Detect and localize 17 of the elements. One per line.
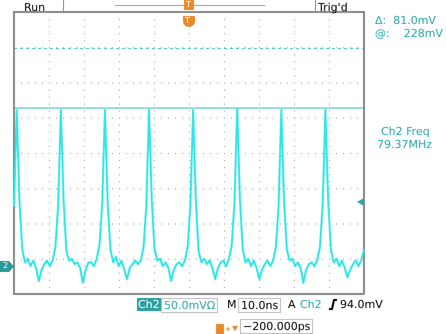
text: @: 228mV bbox=[375, 27, 443, 40]
text: Ch2 bbox=[137, 298, 161, 311]
text: 50.0mVΩ bbox=[161, 298, 218, 313]
text: 10.0ns bbox=[238, 298, 282, 313]
text: T bbox=[185, 16, 190, 26]
text: Trig'd bbox=[318, 1, 348, 14]
text: Run bbox=[24, 1, 46, 14]
text: Δ: 81.0mV bbox=[375, 14, 436, 27]
text: Ch2 bbox=[300, 298, 322, 311]
text: A bbox=[288, 298, 296, 311]
text: T bbox=[186, 0, 191, 10]
text: 94.0mV bbox=[340, 298, 383, 311]
text: 2 bbox=[3, 261, 8, 271]
text: Ch2 Freq bbox=[381, 125, 430, 138]
text: 79.37MHz bbox=[377, 138, 432, 151]
text: M bbox=[227, 298, 236, 311]
text: −200.000ps bbox=[240, 319, 314, 334]
